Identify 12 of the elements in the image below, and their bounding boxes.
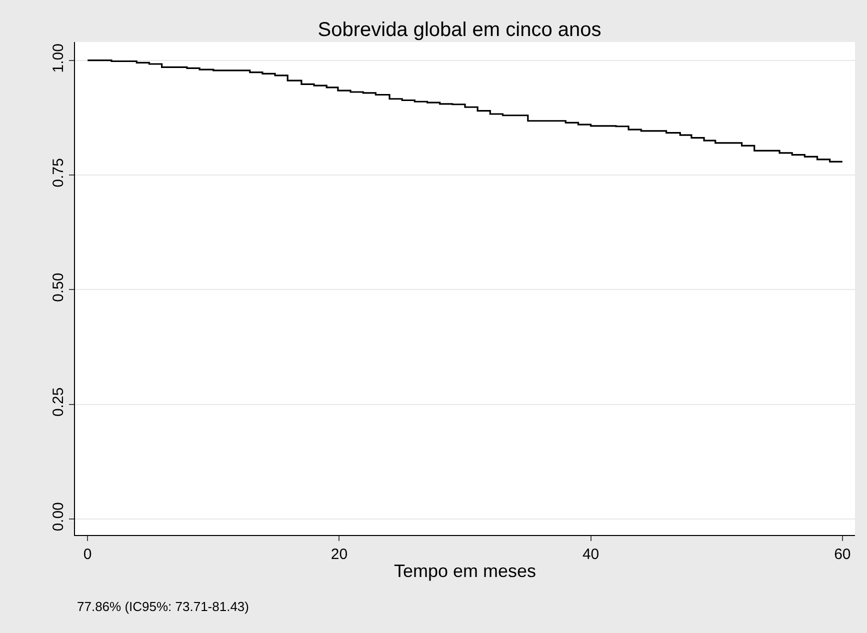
y-tick-label: 1.00 xyxy=(50,43,67,73)
x-tick-label: 0 xyxy=(83,546,92,563)
x-tick-label: 40 xyxy=(582,546,600,563)
x-tick-label: 20 xyxy=(330,546,348,563)
x-axis-title: Tempo em meses xyxy=(394,561,536,582)
y-tick-label: 0.50 xyxy=(50,272,67,302)
chart-title: Sobrevida global em cinco anos xyxy=(318,19,602,42)
x-tick-label: 60 xyxy=(834,546,851,563)
y-tick-label: 0.25 xyxy=(50,387,67,417)
y-tick-label: 0.75 xyxy=(50,158,67,188)
y-tick-label: 0.00 xyxy=(50,502,67,532)
text: 77.86% (IC95%: 73.71-81.43) xyxy=(77,599,249,614)
